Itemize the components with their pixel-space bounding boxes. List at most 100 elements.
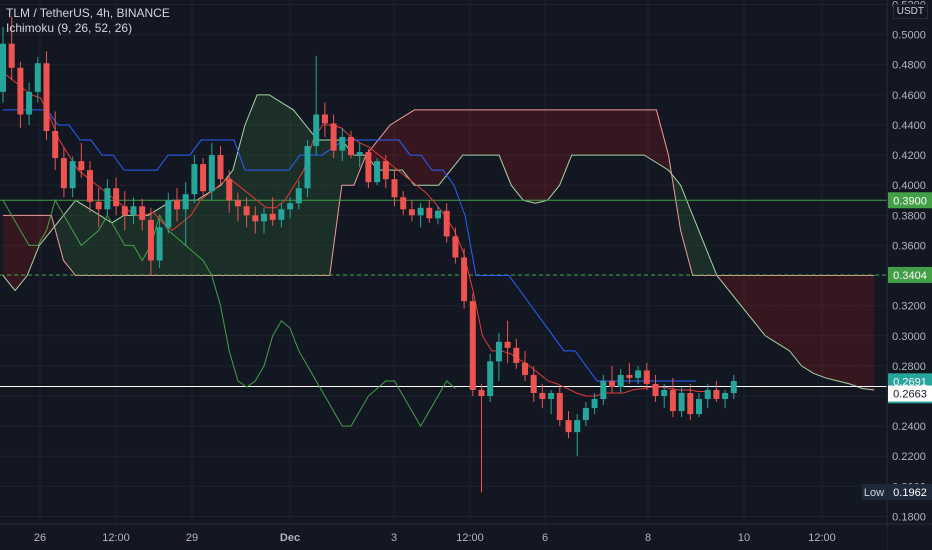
time-tick-label: 10 <box>738 532 750 544</box>
cloud-segment <box>850 275 863 389</box>
cloud-segment <box>813 275 826 378</box>
candle-body <box>182 194 189 210</box>
chikou-line <box>2 198 456 428</box>
candle-body <box>217 155 224 180</box>
candle-body <box>174 200 180 210</box>
price-tick-label: 0.2800 <box>892 361 926 373</box>
indicator-title[interactable]: Ichimoku (9, 26, 52, 26) <box>6 21 133 35</box>
cloud-segment <box>729 275 742 306</box>
candle-body <box>200 164 207 192</box>
candle-body <box>339 137 346 151</box>
time-tick-label: 12:00 <box>456 532 484 544</box>
candle-body <box>287 203 294 210</box>
price-label-level-3: 0.2663 <box>893 389 927 401</box>
candle-body <box>34 63 41 92</box>
time-tick-label: 6 <box>542 532 548 544</box>
candle-body <box>591 399 598 409</box>
candle-body <box>539 393 546 400</box>
price-tick-label: 0.4600 <box>892 90 926 102</box>
candle-body <box>52 131 59 159</box>
cloud-segment <box>63 200 76 276</box>
price-tick-label: 0.4800 <box>892 60 926 72</box>
cloud-segment <box>15 215 28 291</box>
cloud-segment <box>535 109 548 204</box>
cloud-segment <box>595 109 608 156</box>
symbol-title[interactable]: TLM / TetherUS, 4h, BINANCE <box>6 6 170 20</box>
candle-body <box>234 200 241 207</box>
candle-body <box>565 420 572 433</box>
price-tick-label: 0.4000 <box>892 180 926 192</box>
cloud-segment <box>523 109 536 204</box>
time-axis[interactable]: 26 12:00 29 Dec 3 12:00 6 8 10 12:00 <box>0 523 932 550</box>
cloud-segment <box>87 207 100 276</box>
candle-body <box>252 215 259 222</box>
currency-label[interactable]: USDT <box>892 4 928 19</box>
candle-body <box>130 206 137 216</box>
candle-body <box>17 67 24 115</box>
candle-body <box>243 206 250 216</box>
cloud-segment <box>487 109 500 156</box>
grid-lines <box>0 0 887 524</box>
cloud-segment <box>196 192 209 276</box>
candle-body <box>652 383 659 397</box>
candle-body <box>374 161 381 183</box>
candle-body <box>417 207 424 216</box>
cloud-segment <box>184 200 197 276</box>
low-tag-box <box>862 484 887 501</box>
cloud-segment <box>269 94 282 276</box>
candle-body <box>669 389 676 412</box>
candle-body <box>461 257 468 302</box>
price-tick-label: 0.3200 <box>892 301 926 313</box>
time-axis-bg <box>0 524 887 550</box>
candle-body <box>95 201 102 210</box>
cloud-segment <box>136 215 149 276</box>
price-label-level-2-box <box>888 266 932 283</box>
candle-body <box>426 207 433 219</box>
candle-body <box>269 213 276 220</box>
candle-body <box>104 188 111 210</box>
cloud-segment <box>801 275 814 374</box>
cloud-segment <box>680 185 693 276</box>
candle-body <box>600 380 607 400</box>
candle-body <box>330 123 337 151</box>
candle-body <box>295 188 302 204</box>
candle-body <box>278 209 285 220</box>
candle-body <box>147 219 154 261</box>
candle-body <box>704 389 711 400</box>
time-tick-label: 12:00 <box>808 532 836 544</box>
cloud-segment <box>644 109 657 163</box>
candle-body <box>574 420 581 433</box>
candle-body <box>495 341 502 362</box>
cloud-segment <box>583 109 596 156</box>
candle-body <box>452 236 459 258</box>
price-tick-label: 0.1800 <box>892 511 926 523</box>
candle-body <box>8 43 15 68</box>
cloud-segment <box>789 275 802 366</box>
candle-body <box>687 393 694 415</box>
cloud-segment <box>378 124 391 171</box>
price-label-level-2: 0.3404 <box>893 270 927 282</box>
candle-body <box>678 393 685 412</box>
candle-body <box>43 63 50 131</box>
candle-body <box>391 179 398 198</box>
cloud-segment <box>547 109 560 201</box>
candle-body <box>356 152 363 156</box>
candle-body <box>548 393 555 400</box>
candle-body <box>722 393 729 400</box>
cloud-segment <box>317 140 330 276</box>
cloud-segment <box>462 109 475 156</box>
cloud-segment <box>559 109 572 186</box>
candle-body <box>400 197 407 210</box>
candle-body <box>313 114 320 147</box>
cloud-segment <box>341 140 354 186</box>
cloud-segment <box>474 109 487 156</box>
price-label-level-1-box <box>888 192 932 209</box>
time-tick-label: 29 <box>186 532 198 544</box>
time-tick-label: 26 <box>34 532 46 544</box>
candle-body <box>87 170 93 202</box>
candle-body <box>696 399 702 415</box>
candle-body <box>156 227 163 261</box>
candle-body <box>304 146 311 189</box>
